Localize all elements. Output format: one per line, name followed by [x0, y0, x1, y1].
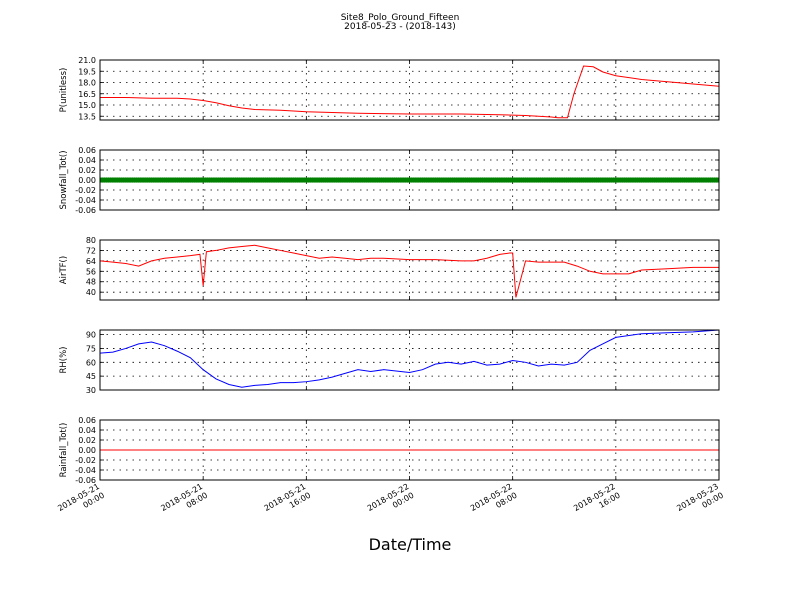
- y-tick-label: 18.0: [78, 79, 96, 88]
- y-tick-label: 48: [86, 278, 96, 287]
- y-tick-label: 21.0: [78, 56, 96, 65]
- panel-frame: [99, 59, 720, 121]
- y-axis-label: Rainfall_Tot(): [59, 423, 69, 478]
- y-tick-label: 0.00: [78, 446, 96, 455]
- y-tick-label: 19.5: [78, 67, 96, 76]
- series-line: [100, 330, 719, 388]
- y-tick-label: -0.02: [75, 456, 96, 465]
- y-tick-label: 60: [86, 358, 96, 367]
- y-tick-label: -0.06: [75, 476, 96, 485]
- y-tick-label: 56: [86, 267, 96, 276]
- y-tick-label: 72: [86, 246, 96, 255]
- y-tick-label: 15.0: [78, 101, 96, 110]
- y-tick-label: 0.04: [78, 156, 96, 165]
- y-tick-label: 75: [86, 344, 96, 353]
- y-tick-label: 16.5: [78, 90, 96, 99]
- panel-frame: [99, 239, 720, 301]
- panel-frame: [99, 419, 720, 481]
- chart-title: Site8_Polo_Ground_Fifteen: [341, 13, 460, 23]
- panel-1: 13.5 15.0 16.5 18.0 19.5 21.0 P(unitless): [59, 56, 720, 121]
- y-tick-label: 64: [86, 257, 96, 266]
- y-tick-label: 0.02: [78, 436, 96, 445]
- y-tick-label: -0.02: [75, 186, 96, 195]
- panel-frame: [99, 149, 720, 211]
- panel-5: -0.06-0.04-0.020.000.020.040.06 Rainfall_…: [59, 416, 720, 485]
- panel-frame: [99, 329, 720, 391]
- y-tick-label: 80: [86, 236, 96, 245]
- y-tick-label: 0.00: [78, 176, 96, 185]
- chart-subtitle: 2018-05-23 - (2018-143): [344, 22, 456, 32]
- panel-4: 30 45 60 75 90 RH(%): [59, 329, 720, 395]
- y-tick-label: 0.04: [78, 426, 96, 435]
- y-axis-label: AirTF(): [59, 256, 69, 284]
- y-tick-label: -0.04: [75, 466, 96, 475]
- y-axis-label: RH(%): [59, 346, 69, 373]
- series-line: [100, 65, 719, 119]
- panel-2: -0.06-0.04-0.020.000.020.040.06 Snowfall_…: [59, 146, 720, 215]
- y-tick-label: 90: [86, 331, 96, 340]
- y-tick-label: 0.06: [78, 146, 96, 155]
- y-tick-label: 13.5: [78, 112, 96, 121]
- y-axis-label: Snowfall_Tot(): [59, 150, 69, 209]
- x-axis-label: Date/Time: [369, 535, 452, 554]
- panels-group: 13.5 15.0 16.5 18.0 19.5 21.0 P(unitless) -0.06…: [59, 56, 720, 485]
- y-axis-label: P(unitless): [59, 68, 69, 113]
- series-line: [100, 244, 719, 298]
- y-tick-label: 40: [86, 288, 96, 297]
- y-tick-label: 0.02: [78, 166, 96, 175]
- y-tick-label: -0.06: [75, 206, 96, 215]
- y-tick-label: 0.06: [78, 416, 96, 425]
- y-tick-label: -0.04: [75, 196, 96, 205]
- y-tick-label: 45: [86, 372, 96, 381]
- y-tick-label: 30: [86, 386, 96, 395]
